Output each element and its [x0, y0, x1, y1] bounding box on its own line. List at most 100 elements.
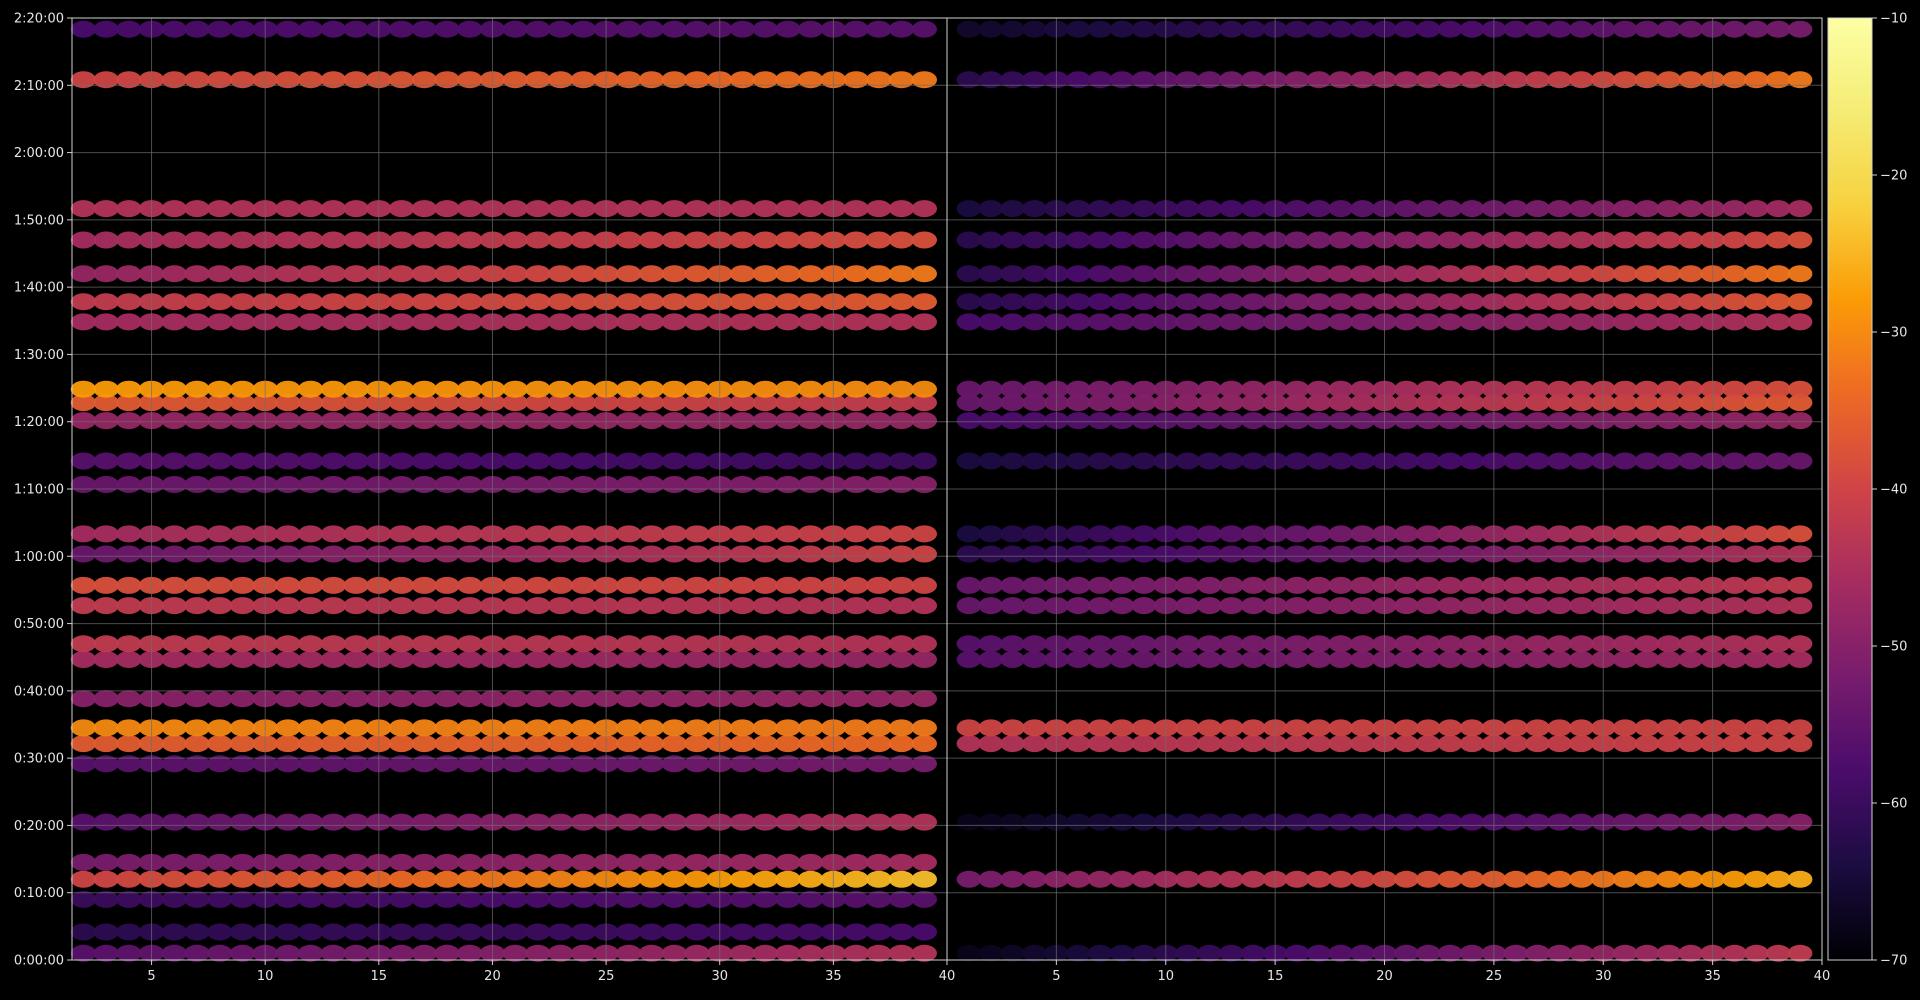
heat-cell — [1328, 944, 1354, 962]
heat-cell — [320, 755, 347, 773]
heat-cell — [1394, 265, 1419, 283]
heat-cell — [843, 231, 869, 249]
heat-cell — [502, 719, 528, 737]
heat-cell — [1087, 735, 1113, 753]
heat-cell — [1394, 944, 1419, 962]
heat-cell — [1175, 576, 1200, 594]
heat-cell — [616, 265, 642, 283]
heat-cell — [1131, 944, 1157, 962]
heat-cell — [1394, 545, 1419, 563]
heat-cell — [502, 545, 528, 563]
heat-cell — [411, 476, 437, 493]
heat-cell — [1722, 293, 1747, 311]
heat-cell — [661, 923, 687, 941]
heat-cell — [1241, 735, 1266, 753]
heat-cell — [161, 412, 187, 430]
heat-cell — [752, 576, 778, 594]
heat-cell — [661, 597, 687, 615]
heat-cell — [1284, 944, 1310, 962]
heat-cell — [1525, 651, 1550, 668]
heat-cell — [1109, 200, 1135, 218]
heat-cell — [1000, 71, 1025, 89]
heat-cell — [93, 452, 119, 470]
heat-cell — [1437, 651, 1463, 668]
heat-cell — [729, 476, 756, 493]
heat-cell — [1284, 200, 1310, 218]
heat-cell — [1459, 313, 1485, 331]
heat-cell — [1766, 525, 1791, 543]
heat-cell — [320, 719, 347, 737]
heat-cell — [1656, 576, 1682, 594]
heat-cell — [1678, 944, 1704, 962]
heat-cell — [638, 20, 665, 38]
heat-cell — [1547, 870, 1572, 888]
heat-cell — [843, 690, 869, 708]
heat-cell — [457, 635, 483, 653]
heat-cell — [434, 735, 460, 753]
heat-cell — [1175, 452, 1200, 470]
heat-cell — [797, 923, 824, 941]
heat-cell — [1612, 412, 1638, 430]
heat-cell — [70, 890, 97, 908]
heat-cell — [93, 735, 119, 753]
heat-cell — [1503, 313, 1529, 331]
heat-cell — [866, 71, 892, 89]
heat-cell — [729, 394, 756, 412]
heat-cell — [729, 719, 756, 737]
heat-cell — [1656, 313, 1682, 331]
heat-cell — [1459, 870, 1485, 888]
heat-cell — [911, 412, 937, 430]
heat-cell — [1416, 944, 1441, 962]
heat-cell — [1306, 313, 1332, 331]
heat-cell — [434, 576, 460, 594]
heat-cell — [1437, 313, 1463, 331]
heat-cell — [116, 20, 142, 38]
heat-cell — [1744, 265, 1769, 283]
heat-cell — [638, 944, 665, 962]
heat-cell — [343, 313, 369, 331]
heat-cell — [775, 231, 801, 249]
heat-cell — [547, 576, 574, 594]
heat-cell — [1766, 452, 1791, 470]
heat-cell — [888, 313, 915, 331]
heat-cell — [797, 890, 824, 908]
heat-cell — [1459, 735, 1485, 753]
heat-cell — [684, 923, 710, 941]
heat-cell — [1131, 813, 1157, 831]
heat-cell — [729, 313, 756, 331]
heat-cell — [1000, 200, 1025, 218]
heat-cell — [93, 380, 119, 398]
heat-cell — [1547, 597, 1572, 615]
heat-cell — [1459, 200, 1485, 218]
heat-cell — [911, 380, 937, 398]
heat-cell — [1284, 293, 1310, 311]
heat-cell — [911, 719, 937, 737]
heat-cell — [888, 944, 915, 962]
heat-cell — [1394, 394, 1419, 412]
heat-cell — [229, 394, 256, 412]
heat-cell — [1131, 293, 1157, 311]
heat-cell — [775, 870, 801, 888]
heat-cell — [1612, 200, 1638, 218]
heat-cell — [297, 200, 324, 218]
colorbar-tick-label: −40 — [1880, 483, 1907, 498]
heat-cell — [638, 813, 665, 831]
heat-cell — [752, 380, 778, 398]
heat-cell — [684, 394, 710, 412]
heat-cell — [434, 719, 460, 737]
heat-cell — [207, 923, 233, 941]
heat-cell — [434, 313, 460, 331]
heat-cell — [1787, 412, 1813, 430]
heat-cell — [1306, 719, 1332, 737]
heat-cell — [1744, 412, 1769, 430]
heat-cell — [1416, 597, 1441, 615]
heat-cell — [1547, 231, 1572, 249]
heat-cell — [1787, 597, 1813, 615]
heat-cell — [525, 690, 551, 708]
heat-cell — [978, 735, 1004, 753]
heat-cell — [661, 735, 687, 753]
y-tick-label: 0:40:00 — [14, 684, 64, 699]
heat-cell — [1416, 525, 1441, 543]
heat-cell — [1437, 452, 1463, 470]
heat-cell — [343, 20, 369, 38]
